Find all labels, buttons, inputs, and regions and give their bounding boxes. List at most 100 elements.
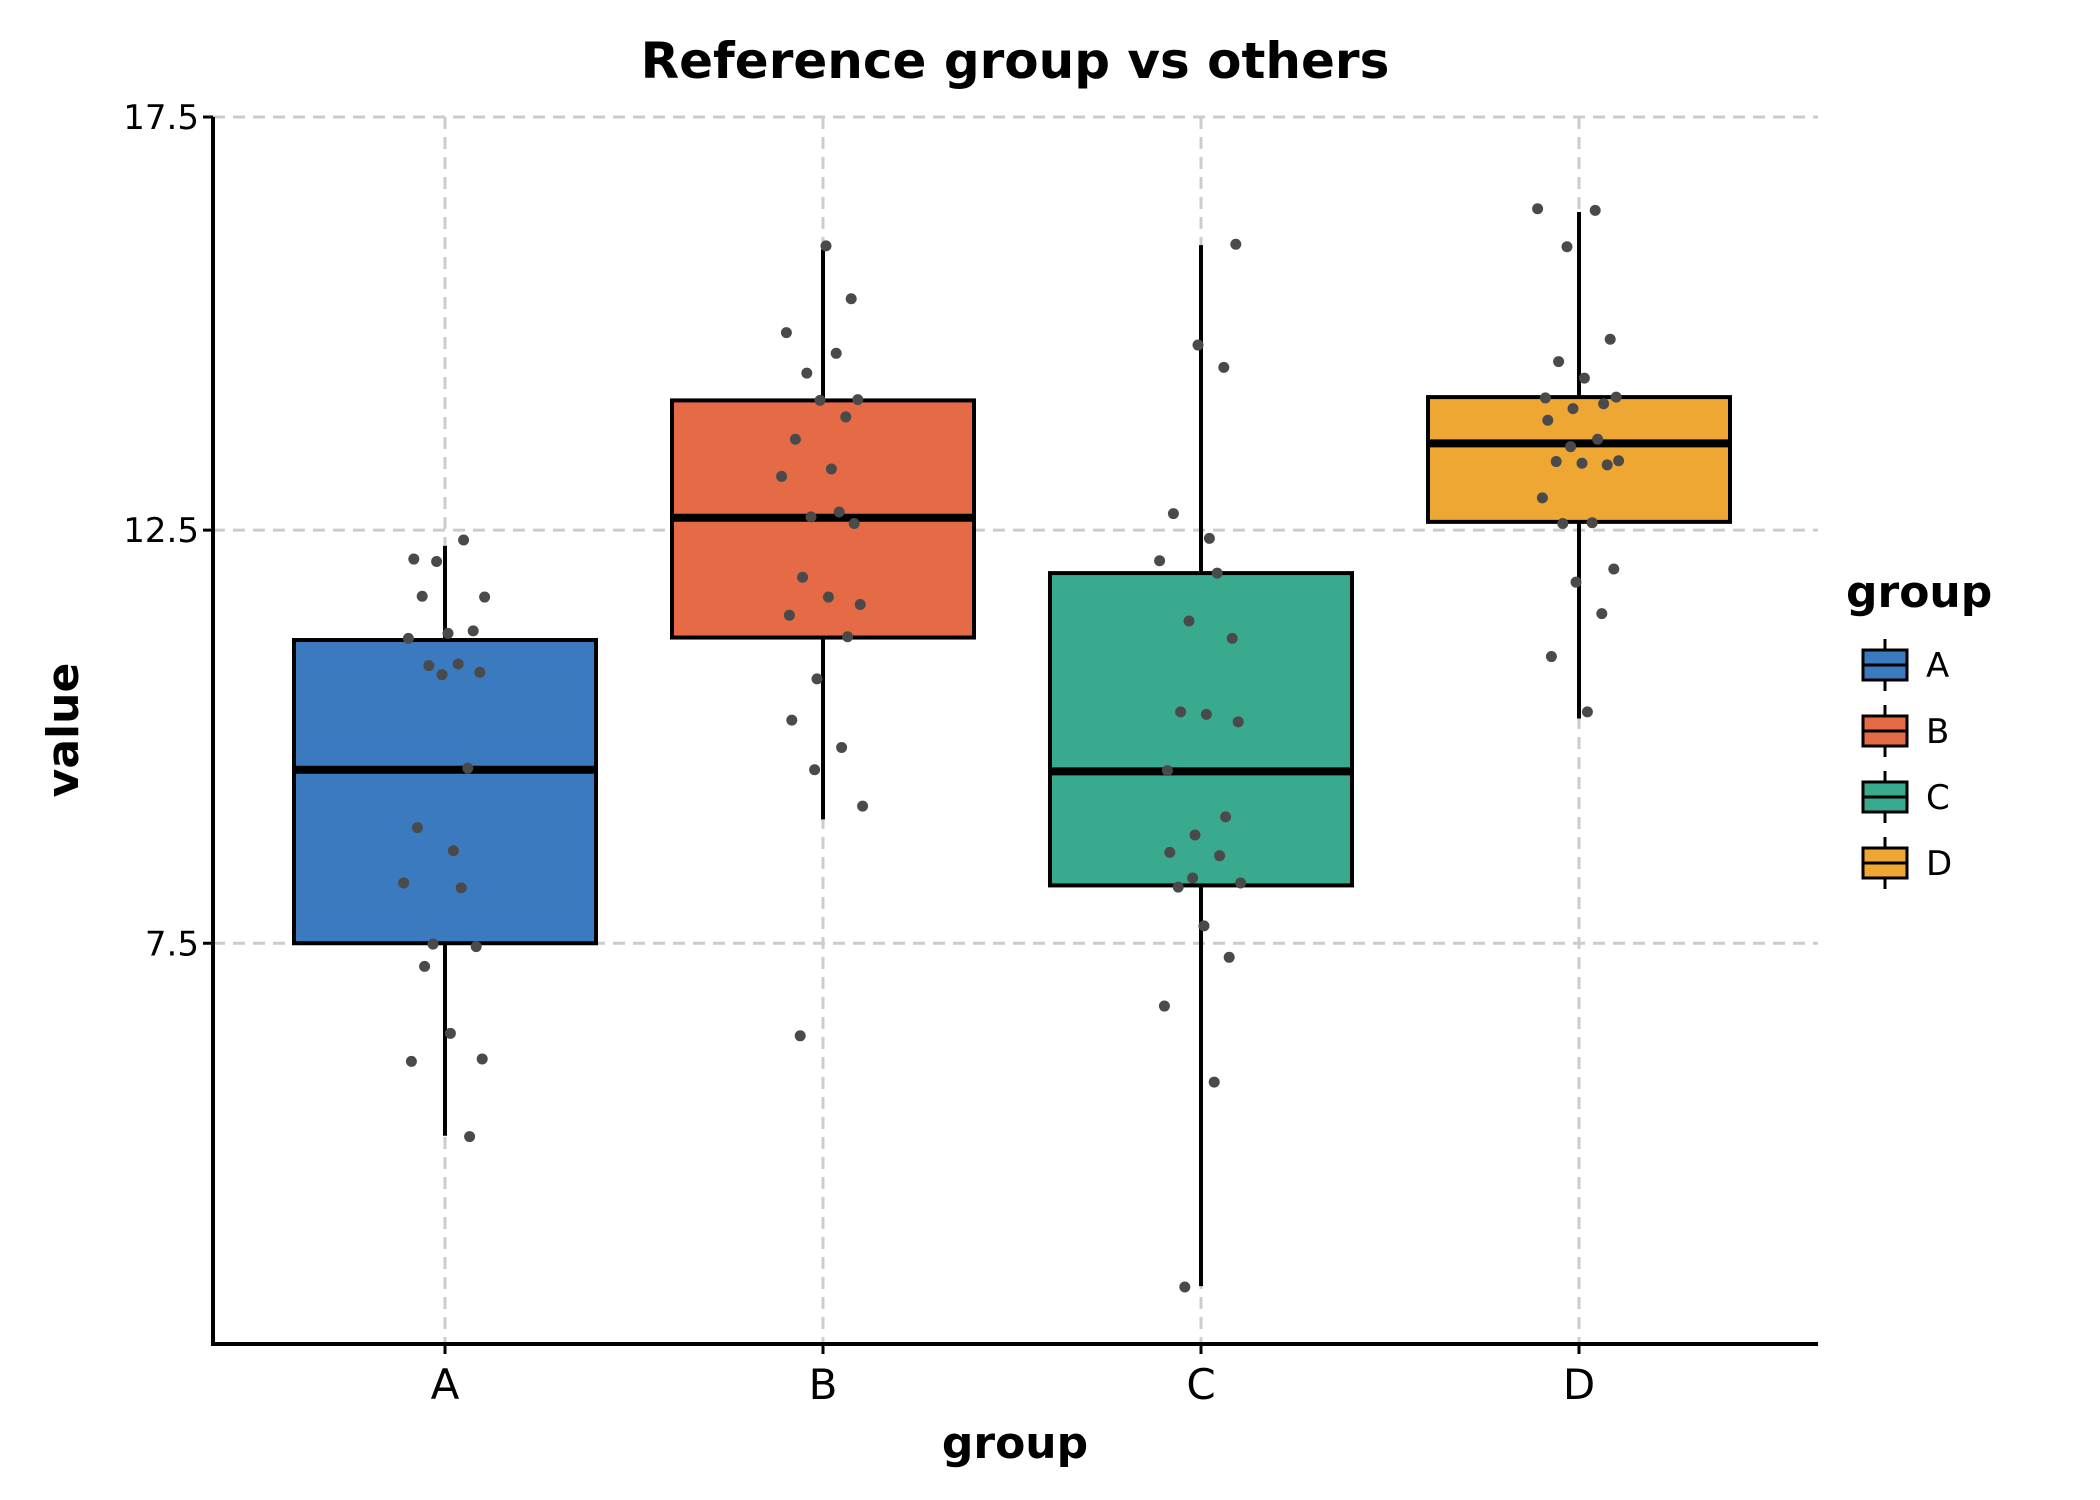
x-tick-label: D bbox=[1563, 1360, 1595, 1409]
data-point bbox=[1183, 615, 1195, 627]
data-point bbox=[1189, 829, 1201, 841]
data-point bbox=[1576, 457, 1588, 469]
data-point bbox=[1578, 372, 1590, 384]
y-axis-title: value bbox=[38, 663, 89, 798]
legend-label: C bbox=[1926, 778, 1950, 818]
data-point bbox=[780, 327, 792, 339]
data-point bbox=[820, 240, 832, 252]
data-point bbox=[1608, 563, 1620, 575]
data-point bbox=[1175, 706, 1187, 718]
data-point bbox=[1223, 951, 1235, 963]
data-point bbox=[822, 591, 834, 603]
data-point bbox=[857, 800, 869, 812]
x-tick-label: A bbox=[431, 1360, 460, 1409]
data-point bbox=[436, 669, 448, 681]
data-point bbox=[854, 598, 866, 610]
data-point bbox=[419, 960, 431, 972]
data-point bbox=[801, 367, 813, 379]
data-point bbox=[1601, 459, 1613, 471]
legend-label: B bbox=[1926, 712, 1949, 752]
data-point bbox=[1198, 920, 1210, 932]
data-point bbox=[479, 591, 491, 603]
data-point bbox=[1230, 238, 1242, 250]
data-point bbox=[1532, 203, 1544, 215]
data-point bbox=[1598, 398, 1610, 410]
data-point bbox=[840, 411, 852, 423]
points-layer bbox=[398, 203, 1625, 1293]
data-point bbox=[1567, 403, 1579, 415]
data-point bbox=[1553, 356, 1565, 368]
data-point bbox=[1235, 877, 1247, 889]
data-point bbox=[470, 941, 482, 953]
box-rect bbox=[292, 638, 598, 946]
data-point bbox=[852, 394, 864, 406]
data-point bbox=[1211, 567, 1223, 579]
data-point bbox=[1545, 651, 1557, 663]
x-axis-title: group bbox=[942, 1418, 1088, 1469]
data-point bbox=[1542, 414, 1554, 426]
data-point bbox=[809, 764, 821, 776]
data-point bbox=[825, 463, 837, 475]
box-C bbox=[1048, 245, 1354, 1287]
y-tick-label: 12.5 bbox=[123, 511, 199, 551]
data-point bbox=[408, 553, 420, 565]
axes bbox=[211, 117, 1818, 1346]
data-point bbox=[1557, 518, 1569, 530]
data-point bbox=[1550, 456, 1562, 468]
data-point bbox=[402, 632, 414, 644]
data-point bbox=[783, 609, 795, 621]
legend-item-B: B bbox=[1861, 705, 1949, 757]
data-point bbox=[462, 762, 474, 774]
data-point bbox=[1596, 608, 1608, 620]
data-point bbox=[431, 556, 443, 568]
data-point bbox=[1214, 850, 1226, 862]
data-point bbox=[1536, 492, 1548, 504]
data-point bbox=[814, 394, 826, 406]
data-point bbox=[811, 673, 823, 685]
data-point bbox=[797, 571, 809, 583]
data-point bbox=[1192, 339, 1204, 351]
data-point bbox=[1179, 1281, 1191, 1293]
data-point bbox=[1592, 433, 1604, 445]
box-D bbox=[1426, 212, 1732, 719]
data-point bbox=[833, 506, 845, 518]
data-point bbox=[845, 293, 857, 305]
data-point bbox=[1604, 333, 1616, 345]
legend-item-C: C bbox=[1861, 771, 1950, 823]
data-point bbox=[1164, 846, 1176, 858]
data-point bbox=[455, 882, 467, 894]
data-point bbox=[789, 433, 801, 445]
data-point bbox=[1220, 811, 1232, 823]
data-point bbox=[405, 1055, 417, 1067]
y-tick-label: 17.5 bbox=[123, 98, 199, 138]
data-point bbox=[411, 822, 423, 834]
data-point bbox=[1203, 532, 1215, 544]
data-point bbox=[464, 1131, 476, 1143]
chart-title: Reference group vs others bbox=[641, 32, 1390, 90]
data-point bbox=[1158, 1000, 1170, 1012]
box-rect bbox=[1048, 571, 1354, 888]
data-point bbox=[805, 511, 817, 523]
data-point bbox=[1581, 706, 1593, 718]
data-point bbox=[416, 590, 428, 602]
legend-item-A: A bbox=[1861, 639, 1949, 691]
data-point bbox=[1539, 392, 1551, 404]
x-ticks: A B C D bbox=[431, 1344, 1595, 1409]
data-point bbox=[1610, 391, 1622, 403]
data-point bbox=[423, 660, 435, 672]
data-point bbox=[476, 1053, 488, 1065]
data-point bbox=[1200, 708, 1212, 720]
data-point bbox=[1218, 361, 1230, 373]
data-point bbox=[1565, 441, 1577, 453]
data-point bbox=[776, 470, 788, 482]
data-point bbox=[467, 625, 479, 637]
data-point bbox=[1613, 455, 1625, 467]
data-point bbox=[447, 845, 459, 857]
y-ticks: 7.5 12.5 17.5 bbox=[123, 98, 213, 964]
data-point bbox=[830, 347, 842, 359]
box-B bbox=[670, 249, 976, 820]
legend-item-D: D bbox=[1861, 837, 1952, 889]
